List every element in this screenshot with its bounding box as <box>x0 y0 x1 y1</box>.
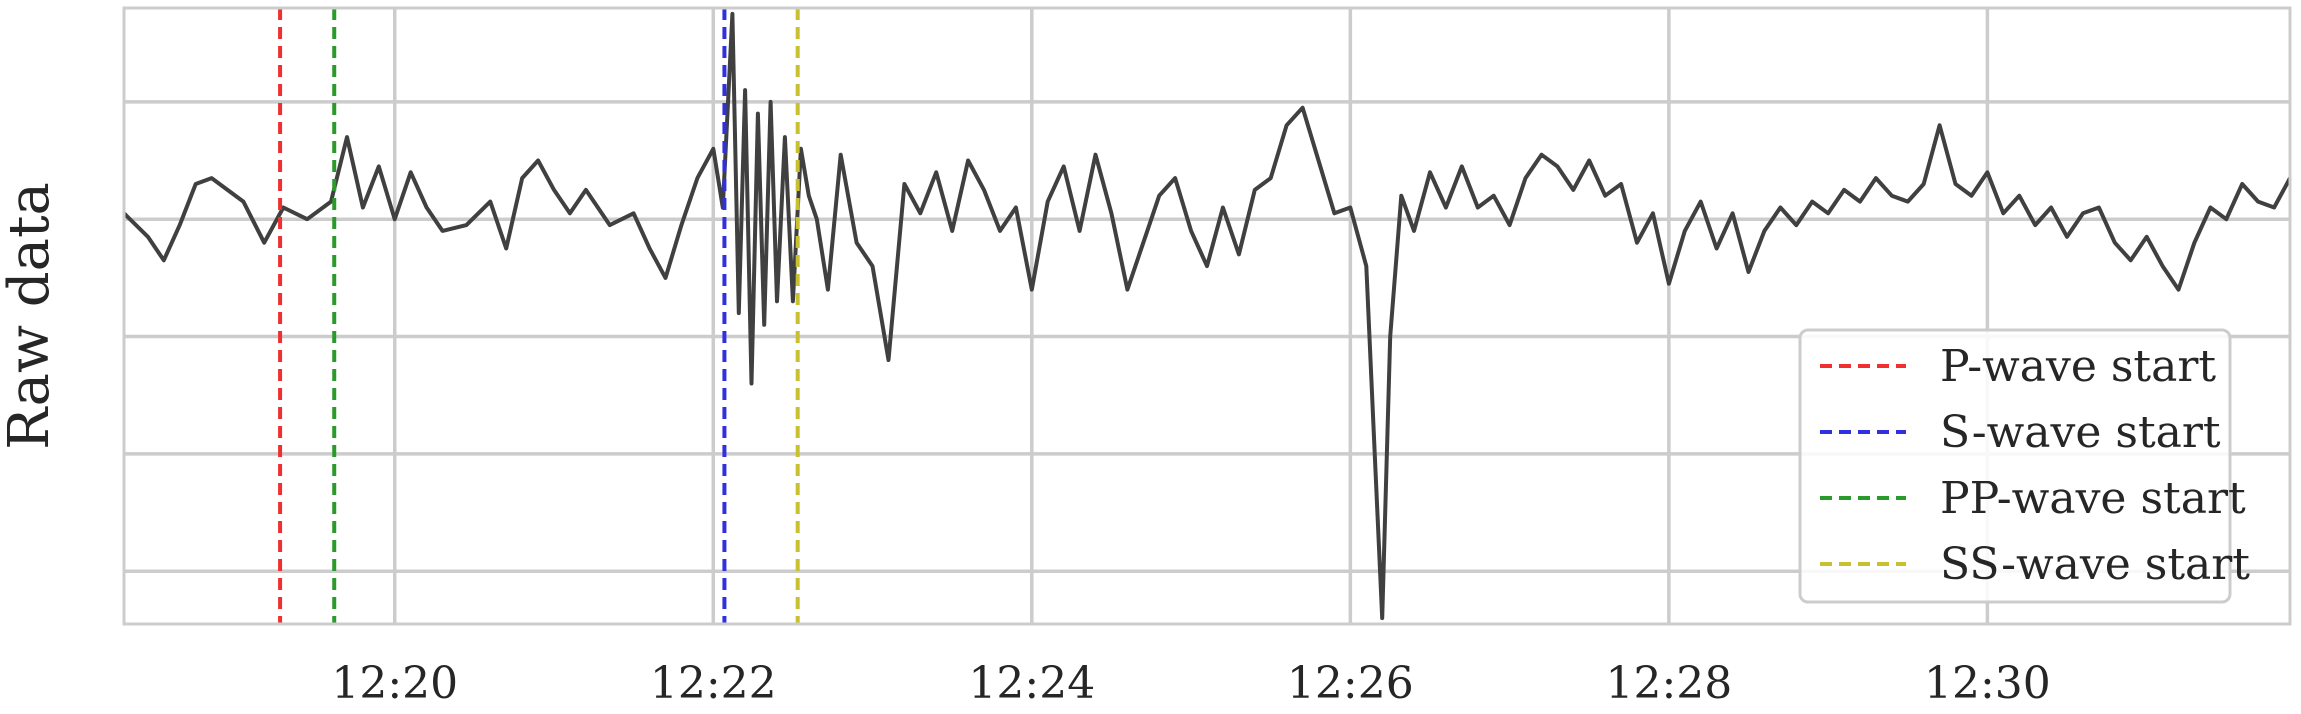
x-tick-labels: 12:20 12:22 12:24 12:26 12:28 12:30 <box>331 658 2050 709</box>
x-tick-label: 12:28 <box>1605 658 1732 709</box>
legend-label-pp-wave-start: PP-wave start <box>1940 473 2246 524</box>
x-tick-label: 12:22 <box>650 658 777 709</box>
legend-label-p-wave-start: P-wave start <box>1940 341 2216 392</box>
trace-layer <box>122 11 2292 621</box>
x-tick-label: 12:26 <box>1287 658 1414 709</box>
legend: P-wave start S-wave start PP-wave start SS-… <box>1798 328 2250 604</box>
grid <box>124 8 2290 624</box>
x-tick-label: 12:24 <box>968 658 1095 709</box>
plot-frame <box>122 6 2292 626</box>
wave-markers <box>278 8 800 624</box>
x-tick-label: 12:20 <box>331 658 458 709</box>
legend-label-s-wave-start: S-wave start <box>1940 407 2221 458</box>
legend-box <box>1798 328 2232 604</box>
y-axis-label: Raw data <box>0 182 62 450</box>
legend-label-ss-wave-start: SS-wave start <box>1940 539 2250 590</box>
x-tick-label: 12:30 <box>1924 658 2051 709</box>
waveform-trace <box>122 11 2292 621</box>
